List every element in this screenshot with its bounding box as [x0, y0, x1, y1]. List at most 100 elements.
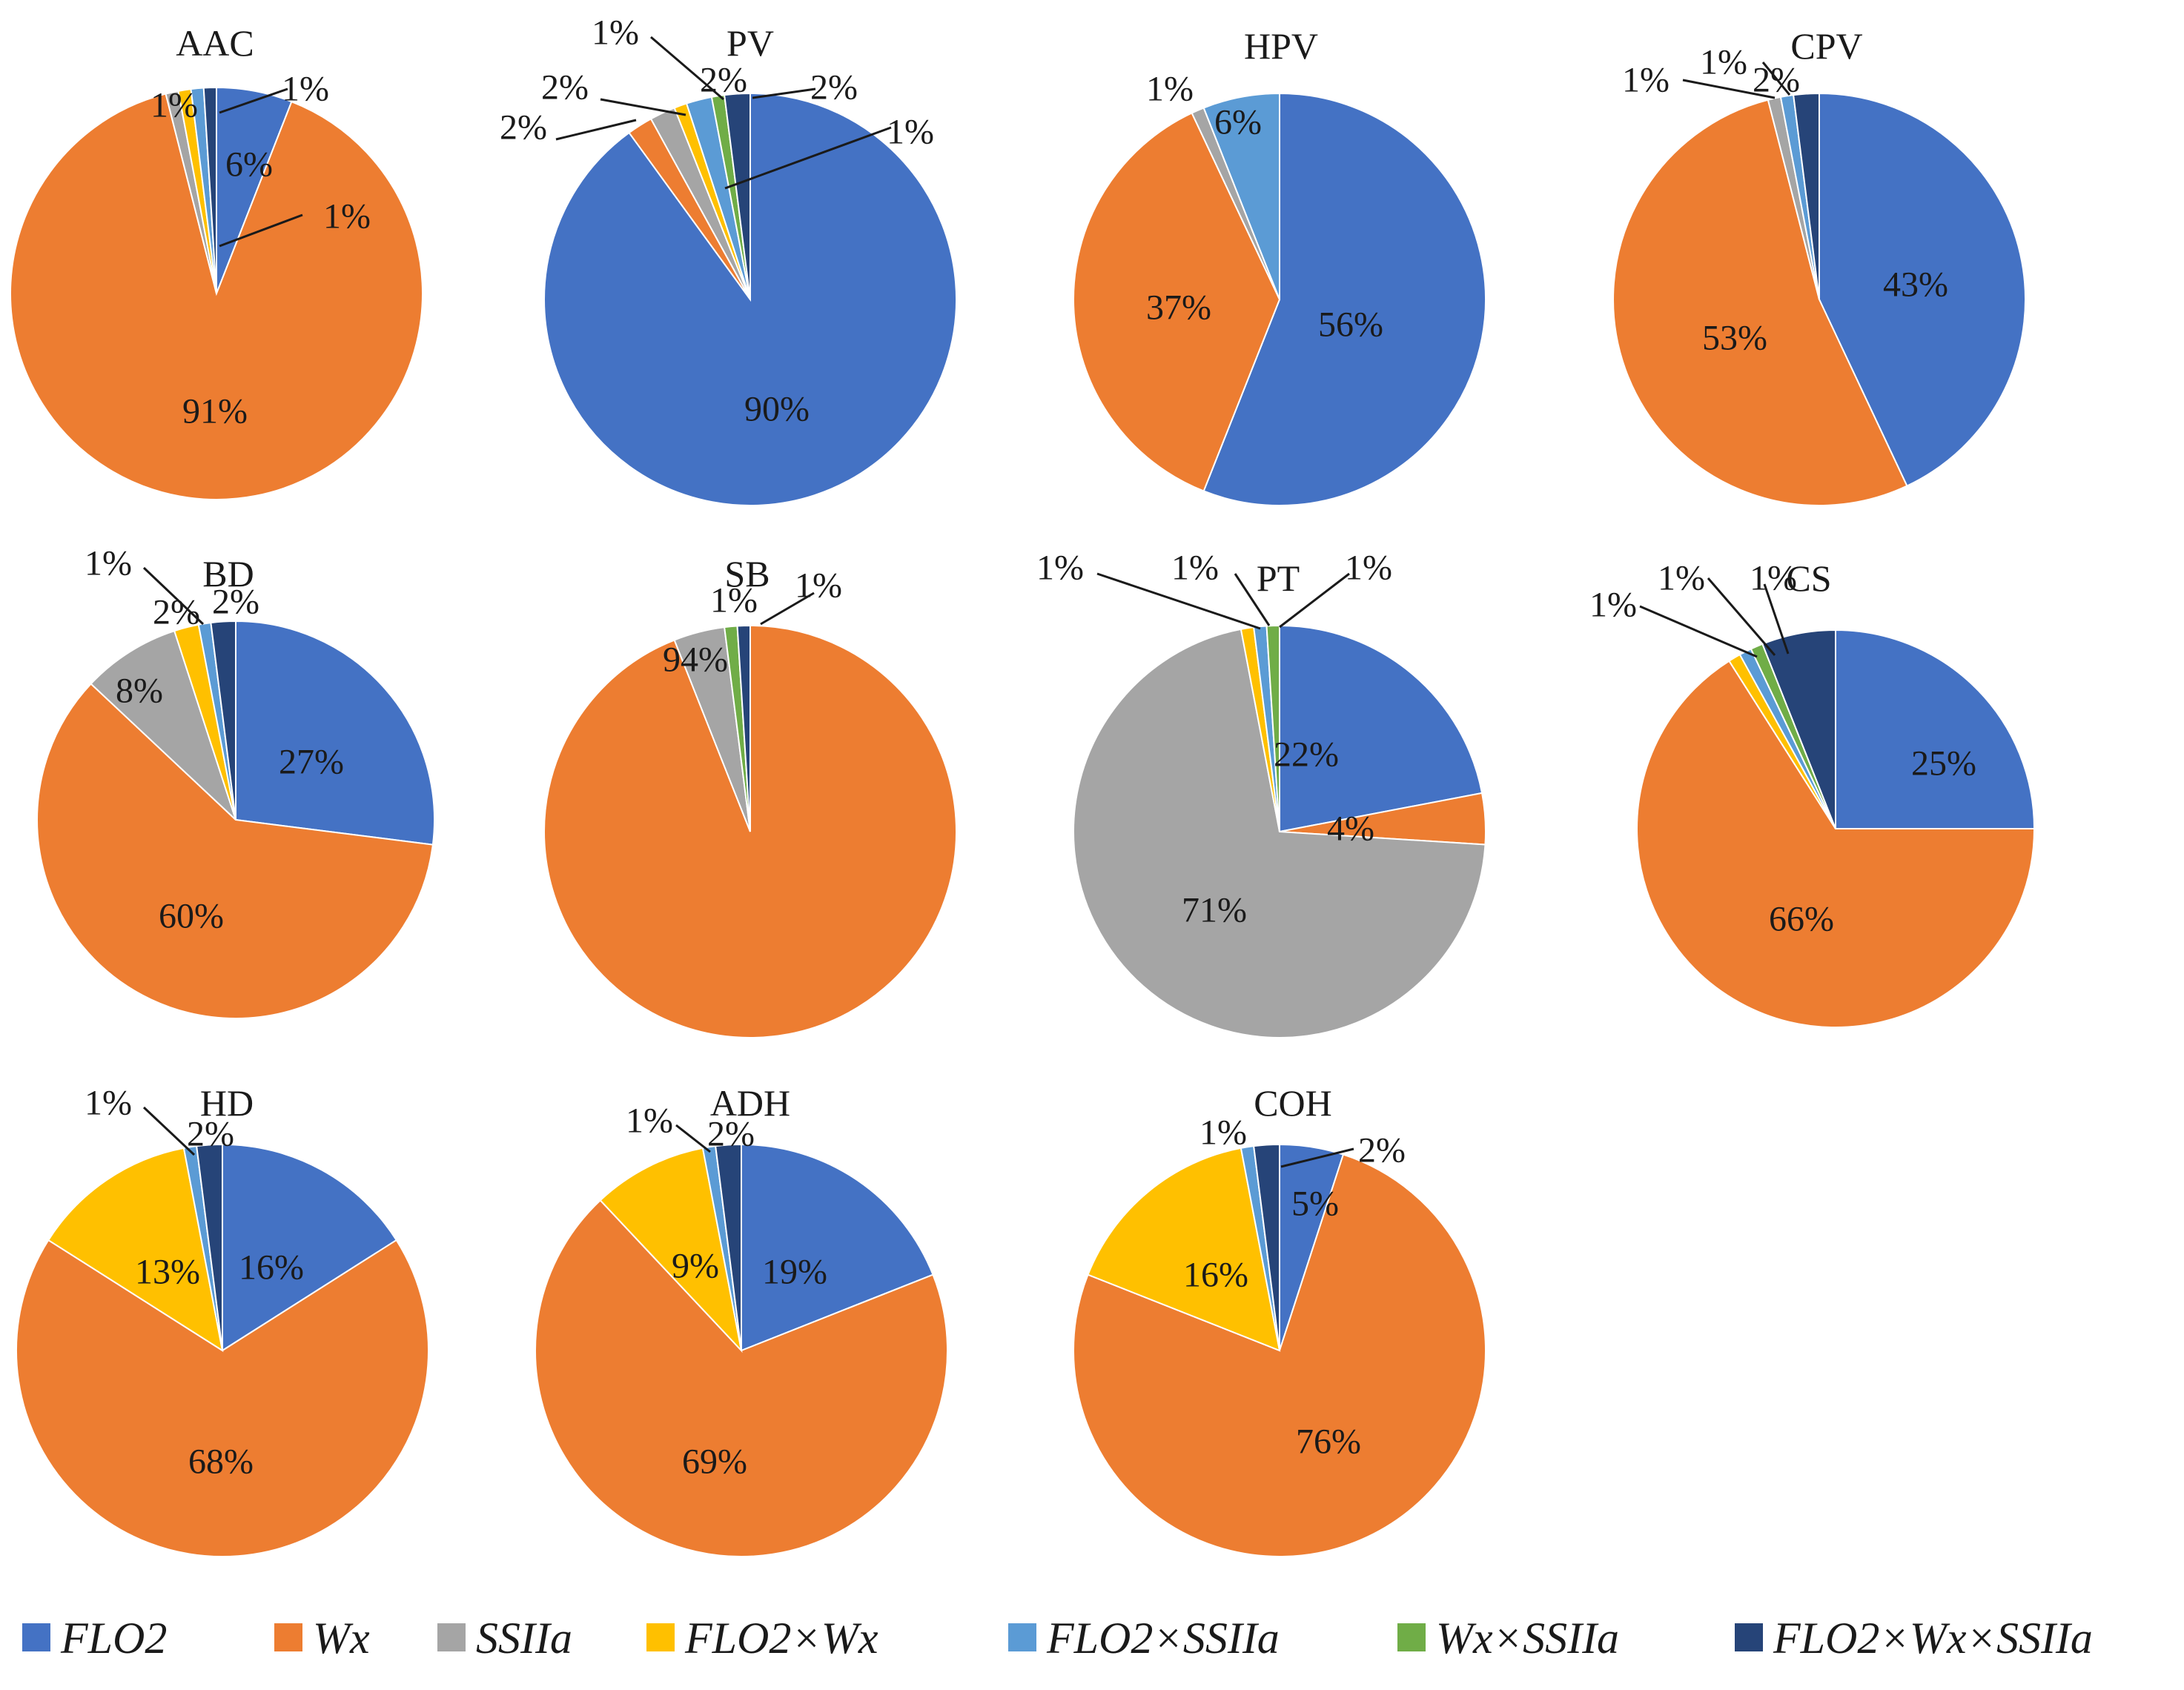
leader-line [1234, 573, 1271, 626]
data-label: 1% [1146, 70, 1194, 109]
pie-slice-bd-2 [90, 629, 236, 821]
pie-slice-hpv-4 [1202, 92, 1280, 300]
pie-slice-adh-1 [535, 1199, 948, 1558]
leader-line [219, 87, 288, 114]
pie-slice-cpv-1 [1612, 99, 1908, 506]
data-label: 1% [150, 86, 198, 125]
pie-title: PT [1257, 557, 1300, 599]
legend-label: FLO2×Wx×SSIIa [1773, 1614, 2093, 1663]
pie-title: PV [727, 22, 774, 64]
pie-slice-coh-1 [1073, 1153, 1486, 1557]
data-label: 2% [212, 583, 259, 622]
pie-coh: 5% 76% 16% 1% 2% COH [1073, 1082, 1486, 1557]
leader-line [724, 126, 892, 190]
data-label: 1% [85, 1084, 132, 1123]
legend-label: Wx [313, 1614, 370, 1663]
data-label: 1% [1589, 586, 1637, 625]
legend-label: FLO2 [60, 1614, 167, 1663]
pie-slice-hpv-0 [1202, 92, 1486, 506]
data-label: 4% [1327, 809, 1374, 849]
data-label: 1% [592, 13, 639, 53]
leader-line [1280, 1147, 1354, 1168]
leader-line [1279, 572, 1350, 629]
pie-slice-pt-5 [1265, 624, 1280, 832]
data-label: 16% [239, 1248, 304, 1288]
pie-slice-cpv-6 [1793, 92, 1820, 300]
pie-slice-hd-6 [196, 1143, 223, 1351]
data-label: 1% [282, 70, 329, 109]
legend-label: FLO2×SSIIa [1046, 1614, 1280, 1663]
leader-line [650, 36, 724, 101]
leader-line [142, 1106, 196, 1156]
pie-title: HPV [1244, 25, 1318, 67]
pie-slice-hd-0 [222, 1143, 398, 1352]
legend-swatch [646, 1623, 675, 1651]
legend-swatch [1735, 1623, 1763, 1651]
pie-pt: 22% 4% 71% 1% 1% 1% PT [1036, 549, 1486, 1038]
data-label: 25% [1911, 744, 1976, 783]
data-label: 2% [500, 108, 547, 148]
data-label: 2% [810, 68, 858, 107]
data-label: 1% [626, 1101, 673, 1141]
pie-cs: 25%66%1%1% 1%CS [1589, 557, 2036, 1028]
legend-item: SSIIa [437, 1614, 572, 1663]
data-label: 1% [1750, 559, 1797, 598]
pie-pv: 90%2%2%1%2%1%2%PV [500, 13, 957, 506]
pie-slice-hd-3 [47, 1147, 224, 1353]
pie-slice-bd-0 [235, 620, 435, 846]
pie-slice-hpv-1 [1073, 112, 1281, 492]
pie-slice-bd-1 [36, 683, 434, 1019]
leader-line [675, 1124, 711, 1153]
data-label: 1% [1171, 549, 1219, 588]
legend-item: FLO2×Wx×SSIIa [1735, 1614, 2093, 1663]
legend-item: FLO2 [22, 1614, 167, 1663]
data-label: 71% [1182, 891, 1247, 930]
leader-line [1763, 583, 1790, 655]
data-label: 1% [85, 544, 132, 583]
leader-line [1096, 572, 1261, 630]
pie-title: ADH [710, 1082, 790, 1124]
data-label: 76% [1296, 1422, 1361, 1462]
data-label: 8% [116, 672, 163, 711]
pie-slice-sb-6 [736, 624, 751, 832]
leader-line [600, 98, 686, 116]
data-label: 6% [225, 145, 273, 185]
pie-adh: 19% 69% 9% 1% 2%ADH [535, 1082, 948, 1558]
legend: FLO2 Wx SSIIa FLO2×Wx FLO2×SSIIa Wx×SSIIa FLO2… [22, 1614, 2093, 1663]
data-label: 27% [279, 743, 344, 782]
pie-bd: 27% 60% 8% 2% 1% 2%BD [36, 544, 435, 1019]
data-label: 66% [1769, 900, 1834, 939]
legend-swatch [22, 1623, 50, 1651]
data-label: 1% [1658, 559, 1705, 598]
pie-slice-adh-6 [715, 1143, 742, 1351]
pie-slice-bd-6 [210, 620, 236, 821]
data-label: 1% [1199, 1113, 1247, 1153]
data-label: 1% [1345, 549, 1392, 588]
data-label: 60% [159, 897, 224, 936]
pie-cpv: 43%53%1% 1% 2%CPV [1612, 25, 2026, 506]
pie-slice-aac-6 [202, 86, 217, 294]
data-label: 19% [762, 1253, 827, 1292]
data-label: 94% [663, 640, 728, 680]
pie-title: AAC [176, 22, 254, 64]
leader-line [142, 566, 205, 626]
pie-title: CPV [1790, 25, 1862, 67]
leader-line [1707, 577, 1776, 656]
leader-line [555, 119, 637, 141]
data-label: 16% [1183, 1256, 1248, 1295]
pie-title: BD [202, 553, 254, 594]
data-label: 13% [135, 1253, 200, 1292]
data-label: 90% [744, 390, 810, 429]
pie-slice-pt-2 [1073, 628, 1486, 1038]
pie-slice-coh-3 [1087, 1147, 1281, 1352]
pie-slice-adh-3 [599, 1147, 743, 1353]
data-label: 69% [682, 1442, 747, 1482]
legend-label: FLO2×Wx [684, 1614, 878, 1663]
legend-item: FLO2×SSIIa [1008, 1614, 1280, 1663]
leader-line [219, 213, 303, 248]
pie-hd: 16% 68% 13% 1% 2%HD [16, 1082, 429, 1558]
data-label: 1% [1036, 549, 1084, 588]
data-label: 2% [700, 61, 747, 100]
data-label: 9% [672, 1247, 719, 1286]
data-label: 6% [1214, 103, 1262, 142]
